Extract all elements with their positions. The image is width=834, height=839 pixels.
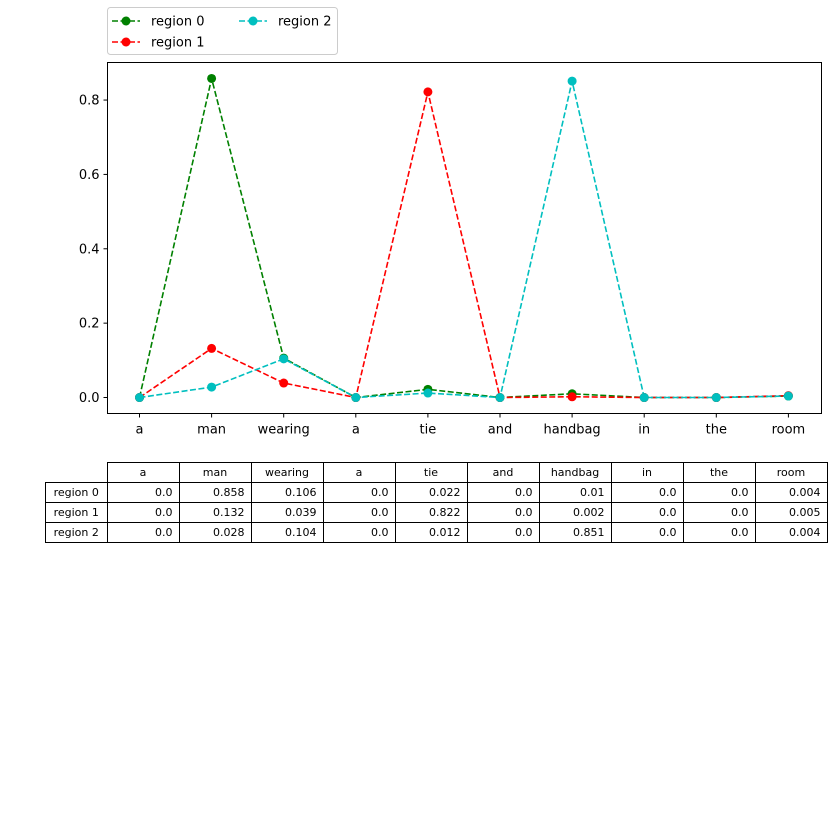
table-cell: 0.004 — [754, 522, 828, 543]
table-header-row: a man wearing a tie and handbag in the room — [45, 462, 828, 483]
series-points — [135, 73, 793, 403]
legend-frame — [107, 7, 338, 55]
table-cell: 0.0 — [106, 482, 180, 503]
y-tick-label: 0.0 — [79, 391, 100, 406]
table-cell: 0.002 — [538, 502, 612, 523]
table-body: region 0 0.0 0.858 0.106 0.0 0.022 0.0 0.01 0.0 0… — [45, 482, 828, 543]
line-chart: region 0 region 1 region 2 0.0 0.2 0.4 0.6 0.8… — [79, 7, 822, 438]
data-point-region-2 — [711, 393, 721, 403]
data-table: a man wearing a tie and handbag in the room regio… — [45, 462, 828, 543]
data-point-region-2 — [207, 382, 217, 392]
plot-area-frame — [107, 62, 822, 414]
table-cell: 0.0 — [682, 482, 756, 503]
x-tick-label: room — [772, 423, 806, 438]
table-column-header: the — [682, 462, 756, 483]
table-cell: 0.0 — [682, 502, 756, 523]
x-tick-label: man — [197, 423, 226, 438]
data-point-region-2 — [495, 393, 505, 403]
table-cell: 0.028 — [178, 522, 252, 543]
legend-marker-region-2 — [248, 16, 258, 26]
table-cell: 0.005 — [754, 502, 828, 523]
table-cell: 0.012 — [394, 522, 468, 543]
data-point-region-2 — [639, 393, 649, 403]
legend-marker-region-0 — [121, 16, 131, 26]
data-point-region-0 — [207, 73, 217, 83]
table-column-header: wearing — [250, 462, 324, 483]
table-row-header: region 0 — [45, 482, 108, 503]
data-point-region-2 — [279, 354, 289, 364]
y-tick-label: 0.4 — [79, 242, 100, 257]
table-cell: 0.0 — [106, 522, 180, 543]
y-tick-label: 0.8 — [79, 94, 100, 109]
table-cell: 0.0 — [322, 482, 396, 503]
table-cell: 0.0 — [466, 482, 540, 503]
table-row: region 1 0.0 0.132 0.039 0.0 0.822 0.0 0.002 0.0… — [45, 502, 828, 523]
table-cell: 0.004 — [754, 482, 828, 503]
series-line-region-2 — [139, 80, 789, 399]
data-point-region-2 — [783, 391, 793, 401]
x-tick-label: handbag — [544, 423, 601, 438]
table-cell: 0.104 — [250, 522, 324, 543]
table-cell: 0.039 — [250, 502, 324, 523]
legend-label-region-2: region 2 — [278, 15, 332, 30]
table-cell: 0.851 — [538, 522, 612, 543]
table-row: region 0 0.0 0.858 0.106 0.0 0.022 0.0 0.01 0.0 0… — [45, 482, 828, 503]
x-tick-label: tie — [420, 423, 437, 438]
data-point-region-1 — [423, 87, 433, 97]
series-line-region-0 — [138, 78, 789, 399]
data-point-region-2 — [351, 393, 361, 403]
x-tick-label: a — [352, 423, 360, 438]
table-cell: 0.022 — [394, 482, 468, 503]
table-corner — [45, 462, 107, 483]
data-point-region-1 — [567, 392, 577, 402]
x-tick-label: in — [638, 423, 650, 438]
legend-label-region-1: region 1 — [151, 36, 205, 51]
table-column-header: handbag — [538, 462, 612, 483]
data-point-region-2 — [567, 76, 577, 86]
series-lines — [138, 78, 789, 399]
table-cell: 0.132 — [178, 502, 252, 523]
table-row: region 2 0.0 0.028 0.104 0.0 0.012 0.0 0.851 0.0… — [45, 522, 828, 543]
table-column-header: a — [106, 462, 180, 483]
x-tick-label: and — [488, 423, 512, 438]
table-cell: 0.822 — [394, 502, 468, 523]
table-row-header: region 2 — [45, 522, 108, 543]
data-point-region-1 — [207, 343, 217, 353]
x-axis: a man wearing a tie and handbag in the room — [136, 413, 806, 438]
x-tick-label: a — [136, 423, 144, 438]
data-point-region-1 — [279, 378, 289, 388]
table-column-header: a — [322, 462, 396, 483]
table-column-header: and — [466, 462, 540, 483]
series-line-region-1 — [139, 91, 789, 399]
table-cell: 0.106 — [250, 482, 324, 503]
legend: region 0 region 1 region 2 — [107, 7, 338, 55]
table-cell: 0.01 — [538, 482, 612, 503]
table-cell: 0.0 — [610, 522, 684, 543]
legend-label-region-0: region 0 — [151, 15, 205, 30]
data-point-region-2 — [135, 393, 144, 403]
table-row-header: region 1 — [45, 502, 108, 523]
y-tick-label: 0.6 — [79, 168, 100, 183]
table-cell: 0.0 — [682, 522, 756, 543]
table-column-header: in — [610, 462, 684, 483]
table-cell: 0.0 — [466, 502, 540, 523]
table-column-header: room — [754, 462, 828, 483]
y-tick-label: 0.2 — [79, 317, 100, 332]
table-cell: 0.0 — [322, 502, 396, 523]
y-axis: 0.0 0.2 0.4 0.6 0.8 — [79, 94, 108, 406]
x-tick-label: the — [706, 423, 727, 438]
table-column-header: tie — [394, 462, 468, 483]
legend-marker-region-1 — [121, 37, 131, 47]
data-point-region-2 — [423, 388, 433, 398]
x-tick-label: wearing — [258, 423, 310, 438]
table-cell: 0.0 — [610, 482, 684, 503]
table-cell: 0.0 — [322, 522, 396, 543]
table-column-header: man — [178, 462, 252, 483]
table-cell: 0.858 — [178, 482, 252, 503]
table-cell: 0.0 — [466, 522, 540, 543]
table-cell: 0.0 — [610, 502, 684, 523]
table-cell: 0.0 — [106, 502, 180, 523]
